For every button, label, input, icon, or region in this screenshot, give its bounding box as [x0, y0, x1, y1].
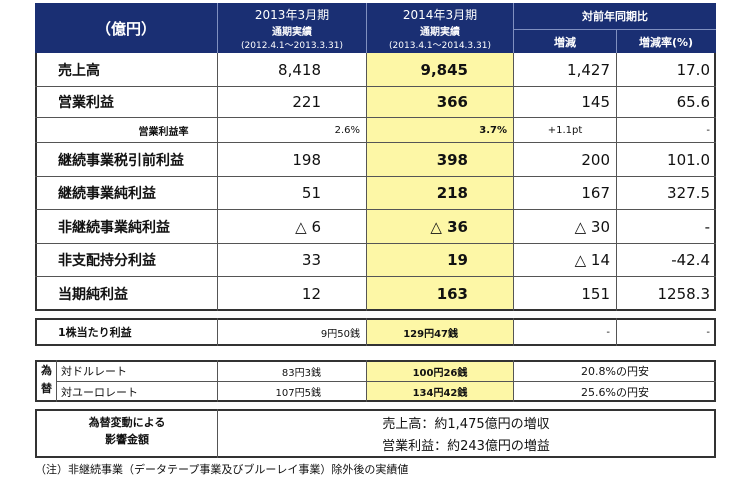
cell-pretax-rate: 101.0	[667, 150, 710, 169]
cell-cont-net-2013: 51	[301, 184, 321, 202]
row-label-net: 当期純利益	[58, 286, 128, 303]
header-yoy-divider	[514, 29, 716, 30]
fx-eur-yoy: 25.6%の円安	[581, 385, 649, 399]
header-yoy-title: 対前年同期比	[582, 10, 648, 23]
fx-side-label: 為 替	[37, 362, 56, 400]
cell-sales-rate: 17.0	[676, 60, 710, 79]
cell-op-rate: 65.6	[676, 93, 710, 111]
cell-pretax-2013: 198	[292, 150, 321, 169]
header-2014: 2014年3月期 通期実績 (2013.4.1〜2014.3.31)	[367, 3, 513, 53]
row-label-cont-net: 継続事業純利益	[58, 186, 156, 202]
cell-margin-2014: 3.7%	[479, 124, 507, 136]
impact-frame	[35, 409, 716, 458]
cell-nci-2014: 19	[447, 251, 468, 269]
cell-op-2013: 221	[292, 93, 321, 111]
header-2013-period: (2012.4.1〜2013.3.31)	[241, 41, 343, 51]
header-rate: 増減率(%)	[638, 35, 694, 49]
header-2014-sub: 通期実績	[420, 27, 460, 38]
fx-eur-2013: 107円5銭	[275, 388, 321, 399]
fx-usd-label: 対ドルレート	[61, 365, 127, 378]
fx-eur-label: 対ユーロレート	[61, 385, 138, 399]
header-2014-period: (2013.4.1〜2014.3.31)	[389, 41, 491, 51]
cell-disc-net-2014: △ 36	[430, 217, 468, 236]
impact-op: 営業利益：約243億円の増益	[382, 438, 550, 454]
cell-cont-net-rate: 327.5	[667, 184, 710, 202]
cell-cont-net-2014: 218	[436, 184, 468, 202]
row-label-disc-net: 非継続事業純利益	[58, 219, 170, 236]
row-label-op: 営業利益	[58, 95, 114, 111]
highlight-2014-main	[367, 53, 513, 311]
fx-eur-2014: 134円42銭	[412, 388, 468, 399]
eps-frame	[35, 318, 716, 346]
header-2013-title: 2013年3月期	[254, 8, 330, 22]
eps-rate: -	[706, 326, 710, 338]
cell-margin-2013: 2.6%	[334, 124, 360, 136]
cell-op-2014: 366	[436, 93, 468, 111]
cell-pretax-change: 200	[581, 150, 610, 169]
footnote: （注）非継続事業（データテープ事業及びブルーレイ事業）除外後の実績値	[35, 463, 409, 476]
eps-change: -	[606, 326, 610, 338]
eps-2013: 9円50銭	[320, 328, 360, 340]
cell-net-change: 151	[581, 284, 610, 303]
cell-sales-2014: 9,845	[420, 60, 468, 79]
row-label-op-margin: 営業利益率	[138, 126, 189, 138]
cell-nci-rate: -42.4	[671, 251, 710, 269]
cell-net-2014: 163	[436, 284, 468, 303]
cell-disc-net-change: △ 30	[574, 217, 610, 236]
highlight-2014-eps	[367, 318, 513, 346]
cell-cont-net-change: 167	[581, 184, 610, 202]
cell-margin-change: +1.1pt	[547, 124, 583, 136]
cell-disc-net-rate: -	[704, 217, 710, 236]
impact-sales: 売上高：約1,475億円の増収	[382, 416, 550, 432]
cell-net-2013: 12	[301, 284, 321, 303]
fx-side-label-1: 為	[41, 364, 52, 377]
cell-net-rate: 1258.3	[657, 284, 711, 303]
cell-nci-2013: 33	[301, 251, 321, 269]
impact-label-1: 為替変動による	[88, 416, 166, 429]
cell-sales-2013: 8,418	[278, 60, 321, 79]
cell-nci-change: △ 14	[574, 251, 610, 269]
header-change: 増減	[554, 35, 576, 49]
header-2014-title: 2014年3月期	[402, 8, 478, 22]
header-2013-sub: 通期実績	[272, 27, 312, 38]
eps-label: 1株当たり利益	[58, 326, 132, 339]
header-2013: 2013年3月期 通期実績 (2012.4.1〜2013.3.31)	[218, 3, 366, 53]
cell-disc-net-2013: △ 6	[295, 217, 321, 236]
fx-usd-yoy: 20.8%の円安	[581, 365, 649, 378]
cell-op-change: 145	[581, 93, 610, 111]
row-label-pretax: 継続事業税引前利益	[58, 152, 184, 169]
cell-margin-rate: -	[706, 124, 710, 136]
fx-usd-2013: 83円3銭	[281, 367, 321, 379]
fx-side-label-2: 替	[41, 382, 52, 395]
cell-pretax-2014: 398	[436, 150, 468, 169]
row-label-nci: 非支配持分利益	[58, 253, 156, 269]
row-label-sales: 売上高	[58, 62, 100, 79]
impact-label: 為替変動による 影響金額	[37, 414, 217, 454]
eps-2014: 129円47銭	[403, 328, 458, 340]
impact-label-2: 影響金額	[105, 433, 149, 446]
main-table-frame	[35, 53, 716, 311]
fx-usd-2014: 100円26銭	[412, 367, 468, 379]
cell-sales-change: 1,427	[567, 60, 610, 79]
unit-label: （億円）	[35, 3, 217, 53]
